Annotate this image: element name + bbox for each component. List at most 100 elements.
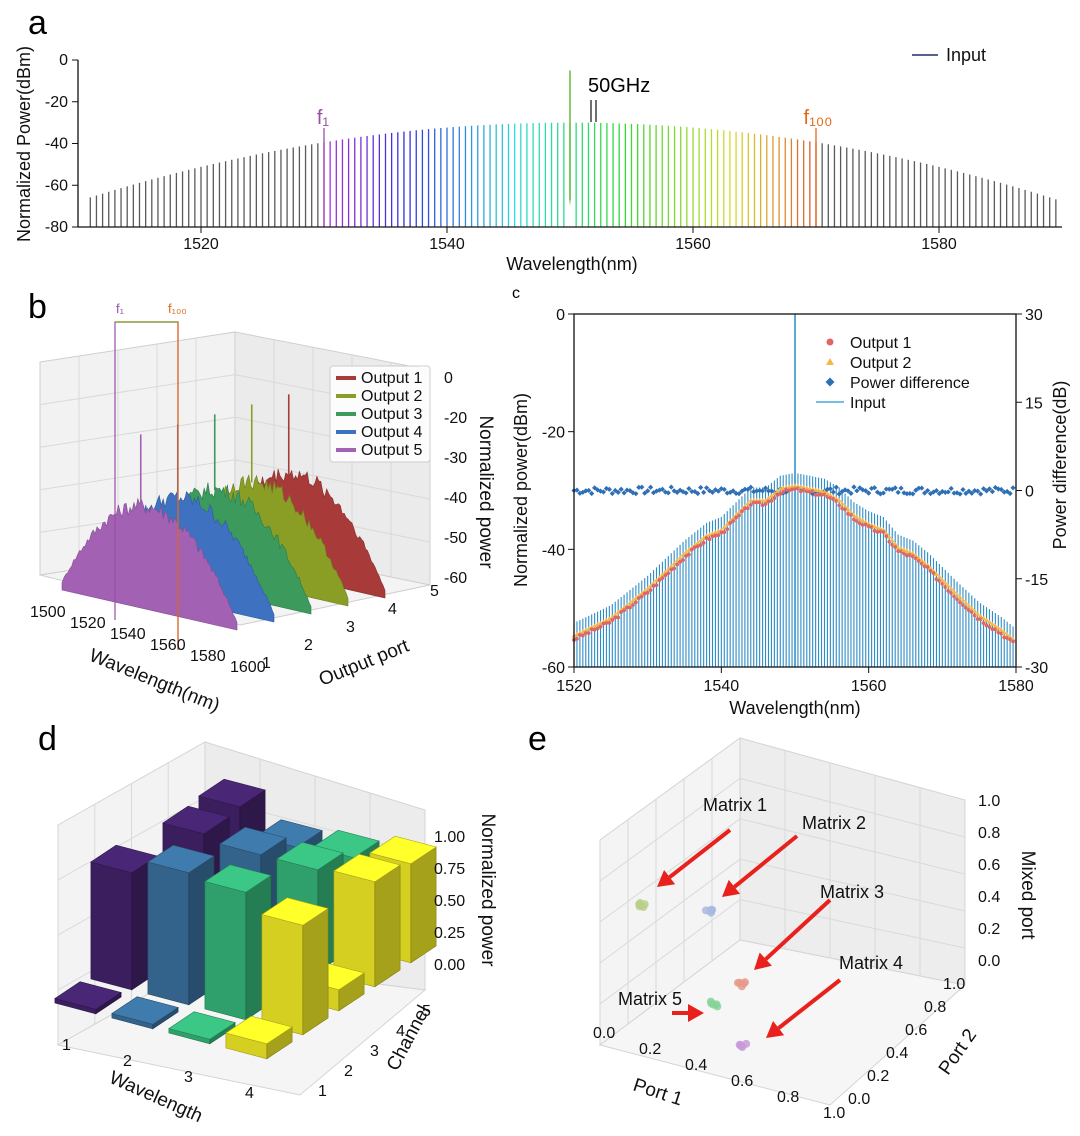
b-f1-label: f₁ <box>116 301 125 316</box>
c-diff-point <box>742 486 748 492</box>
e-matrix-label: Matrix 4 <box>839 953 903 973</box>
c-output2-point <box>989 621 995 626</box>
c-output1-point <box>678 559 682 564</box>
e-arrow-head <box>766 1021 785 1038</box>
c-output1-point <box>781 490 786 494</box>
c-output2-point <box>807 486 813 491</box>
c-output1-point <box>580 633 585 638</box>
c-output1-point <box>940 582 945 586</box>
c-output1-point <box>684 554 688 558</box>
c-diff-point <box>704 485 710 491</box>
c-diff-point <box>680 489 686 495</box>
c-diff-point <box>594 487 601 493</box>
c-output2-point <box>992 623 998 628</box>
c-output1-point <box>728 521 733 525</box>
a-y-tick-label: -40 <box>45 136 68 153</box>
c-output2-point <box>860 518 866 523</box>
c-output2-point <box>1010 636 1016 642</box>
c-ticks: 1520 1540 1560 1580 0 -20 -40 -60 30 15 0 -15 -30 <box>542 307 1048 695</box>
c-output2-point <box>1001 629 1007 635</box>
e-3d-axes-box <box>598 737 967 1106</box>
c-output1-point <box>619 610 624 614</box>
a-f100-label: f₁₀₀ <box>804 107 833 129</box>
c-diff-point <box>636 484 642 490</box>
c-diff-point <box>695 490 701 497</box>
c-diff-point <box>969 490 975 496</box>
c-y2-tick-label: 0 <box>1025 484 1034 501</box>
c-output1-point <box>828 496 833 500</box>
c-output1-point <box>778 492 783 496</box>
c-diff-point <box>709 489 716 495</box>
c-diff-point <box>600 489 607 495</box>
c-y-tick-label: -60 <box>542 660 565 677</box>
c-output2-point <box>821 489 827 494</box>
c-output1-point <box>616 615 621 620</box>
c-diff-point <box>922 490 928 496</box>
c-diff-point <box>989 489 996 495</box>
c-output1-point <box>654 583 659 588</box>
c-diff-point <box>721 486 727 493</box>
a-x-ticks: 1520 1540 1560 1580 <box>183 227 957 253</box>
c-output2-point <box>813 487 819 492</box>
a-x-axis-label: Wavelength(nm) <box>506 254 637 274</box>
c-diff-point <box>701 489 707 495</box>
c-diff-point <box>883 486 889 492</box>
d-z-tick-label: 0.00 <box>434 957 465 974</box>
c-output1-point <box>949 591 954 595</box>
c-output2-point <box>765 495 771 500</box>
e-x-tick-label: 0.6 <box>731 1073 753 1090</box>
c-output1-point <box>734 515 738 520</box>
c-diff-point <box>745 486 751 493</box>
c-output2-point <box>603 617 609 623</box>
c-diff-point <box>624 487 630 493</box>
c-output1-point <box>577 633 582 637</box>
c-output2-point <box>627 600 633 605</box>
b-z-tick-label: -50 <box>444 530 467 547</box>
e-y-tick-label: 0.4 <box>886 1045 908 1062</box>
panel-letter-b: b <box>28 288 47 326</box>
c-output1-point <box>922 564 927 569</box>
d-bar-top <box>261 897 329 926</box>
c-output1-point <box>583 631 588 636</box>
c-output2-point <box>857 516 863 521</box>
c-diff-point <box>986 486 993 492</box>
c-output1-point <box>595 626 600 631</box>
c-diff-point <box>642 490 648 496</box>
c-output1-point <box>586 631 591 636</box>
c-output2-point <box>612 612 618 617</box>
e-arrows: Matrix 1 Matrix 2 Matrix 3 Matrix 4 Matrix 5 <box>618 795 903 1038</box>
b-f100-label: f₁₀₀ <box>168 301 187 316</box>
e-x-tick-label: 1.0 <box>823 1105 845 1122</box>
c-output1-point <box>801 488 806 492</box>
c-output2-point <box>686 547 692 552</box>
c-diff-point <box>863 488 869 494</box>
e-grid-line <box>739 777 966 838</box>
e-points <box>635 899 751 1052</box>
e-matrix-label: Matrix 2 <box>802 813 866 833</box>
c-diff-point <box>925 487 931 494</box>
c-output2-point <box>904 548 910 553</box>
d-y-tick-label: 4 <box>396 1023 405 1040</box>
c-output1-point <box>628 605 632 610</box>
c-output1-point <box>769 499 774 503</box>
c-output1-point <box>931 571 936 576</box>
c-diff-point <box>1010 485 1016 491</box>
c-output2-point <box>995 625 1001 630</box>
c-diff-point <box>606 486 612 492</box>
c-output2-point <box>774 488 780 493</box>
c-output2-point <box>615 609 621 615</box>
c-output1-point <box>666 571 671 576</box>
c-output2-point <box>942 580 948 585</box>
c-output1-point <box>657 578 662 583</box>
b-legend-label: Output 2 <box>361 388 422 405</box>
c-diff-point <box>957 491 963 497</box>
c-output2-point <box>642 588 648 593</box>
c-diff-point <box>698 484 704 491</box>
b-x-tick-label: 1600 <box>230 659 266 676</box>
d-x-tick-label: 3 <box>184 1069 193 1086</box>
c-diff-point <box>998 486 1004 493</box>
d-bar-front <box>204 881 247 1021</box>
